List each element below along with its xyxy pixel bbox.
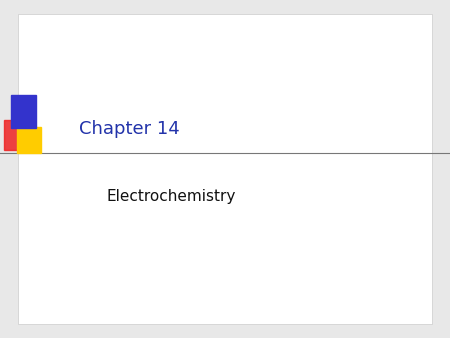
Bar	[11, 95, 36, 128]
Text: Electrochemistry: Electrochemistry	[106, 189, 236, 203]
Bar	[4, 120, 27, 150]
Text: Chapter 14: Chapter 14	[79, 120, 180, 138]
FancyBboxPatch shape	[18, 14, 432, 324]
Bar	[17, 127, 40, 153]
